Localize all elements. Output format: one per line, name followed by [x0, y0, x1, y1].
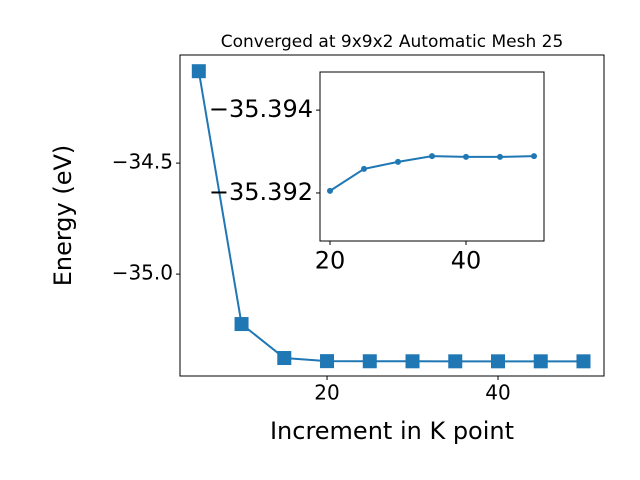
y-tick-label: −35.0 — [112, 261, 173, 285]
marker — [576, 354, 591, 369]
x-tick-label: 40 — [485, 381, 510, 405]
marker — [463, 153, 470, 160]
x-tick-label: 20 — [315, 246, 346, 274]
marker — [531, 153, 538, 160]
chart-title: Converged at 9x9x2 Automatic Mesh 25 — [221, 32, 564, 52]
y-tick-label: −35.392 — [209, 178, 313, 206]
y-axis-label: Energy (eV) — [49, 145, 77, 287]
marker — [191, 64, 206, 79]
line — [197, 71, 584, 363]
marker — [448, 354, 463, 369]
y-tick-label: −34.5 — [112, 150, 173, 174]
marker — [320, 354, 335, 369]
marker — [405, 354, 420, 369]
marker — [394, 158, 401, 165]
y-tick-label: −35.394 — [209, 95, 313, 123]
marker — [491, 354, 505, 369]
x-axis-label: Increment in K point — [270, 417, 514, 445]
marker — [326, 187, 333, 194]
x-tick-label: 40 — [451, 246, 482, 274]
marker — [533, 354, 548, 369]
marker — [360, 165, 367, 172]
marker — [429, 153, 435, 160]
marker — [497, 153, 504, 160]
marker — [362, 354, 377, 369]
marker — [234, 317, 249, 332]
x-tick-label: 20 — [314, 381, 339, 405]
marker — [277, 351, 292, 366]
